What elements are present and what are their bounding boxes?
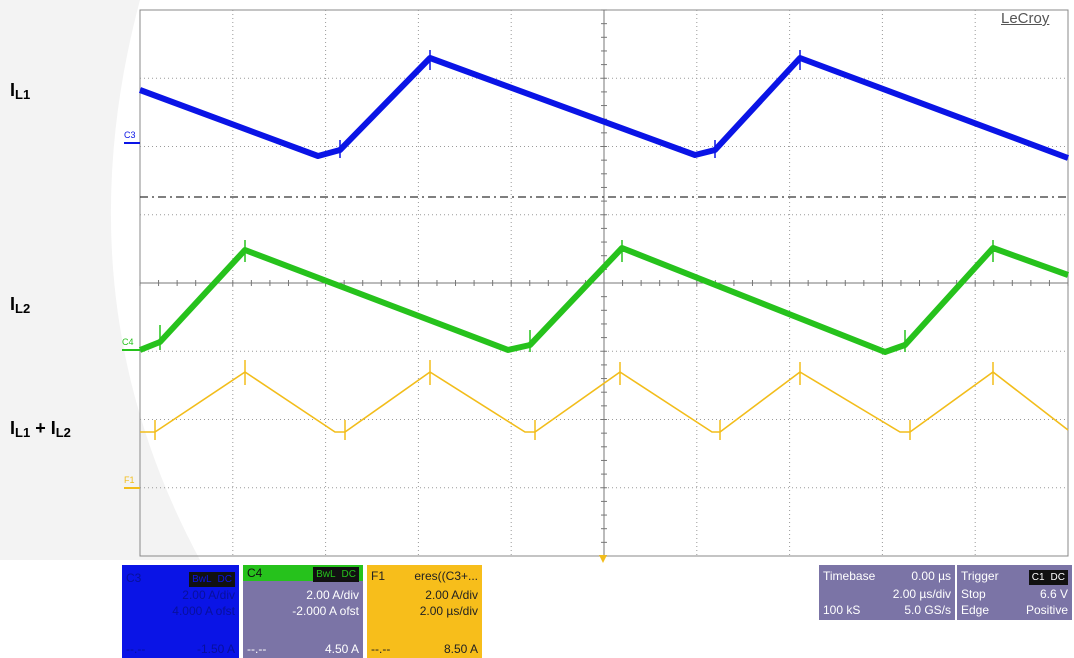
trace-f1 (140, 371, 1069, 433)
c4-name: C4 (247, 566, 263, 580)
math-f1-panel[interactable]: F1 eres((C3+... 2.00 A/div 2.00 µs/div --… (367, 565, 482, 658)
c4-dashes: --.-- (247, 642, 267, 656)
trigger-slope: Positive (1025, 603, 1068, 617)
c3-dc-badge: DC (214, 572, 235, 587)
channel-c4-panel[interactable]: C4 BwL DC 2.00 A/div -2.000 A ofst --.-- 4… (243, 565, 363, 658)
timebase-rate: 5.0 GS/s (904, 603, 951, 617)
c3-name: C3 (126, 571, 142, 585)
lecroy-logo: LeCroy (1001, 10, 1050, 27)
c3-offset: 4.000 A ofst (172, 604, 235, 618)
graticule (139, 9, 1069, 557)
c3-bwl-badge: BwL (189, 572, 215, 587)
trigger-panel[interactable]: Trigger C1 DC Stop 6.6 V Edge Positive (957, 565, 1072, 620)
f1-name: F1 (371, 569, 386, 583)
f1-dashes: --.-- (371, 642, 391, 656)
timebase-samples: 100 kS (823, 603, 861, 617)
trigger-mode: Stop (961, 587, 986, 601)
trigger-level: 6.6 V (1039, 587, 1068, 601)
trigger-position-marker[interactable] (599, 555, 607, 563)
label-il1: IL1 (10, 80, 31, 102)
c4-bwl-badge: BwL (313, 567, 339, 582)
channel-c3-panel[interactable]: C3 BwL DC 2.00 A/div 4.000 A ofst --.-- -1… (122, 565, 239, 658)
c4-value: 4.50 A (324, 642, 359, 656)
f1-value: 8.50 A (443, 642, 478, 656)
trace-c3 (138, 55, 1070, 161)
marker-c3: C3 (124, 130, 136, 140)
f1-expression: eres((C3+... (414, 569, 478, 583)
trigger-c1-badge: C1 (1028, 570, 1048, 585)
c3-value: -1.50 A (196, 642, 235, 656)
marker-c4: C4 (122, 337, 134, 347)
timebase-div: 2.00 µs/div (892, 587, 951, 601)
f1-scale: 2.00 A/div (425, 588, 478, 602)
timebase-label: Timebase (823, 569, 876, 583)
switching-spikes (154, 50, 994, 440)
c4-dc-badge: DC (338, 567, 359, 582)
trace-c4 (138, 245, 1070, 355)
timebase-panel[interactable]: Timebase 0.00 µs 2.00 µs/div 100 kS 5.0 GS… (819, 565, 955, 620)
trigger-dc-badge: DC (1047, 570, 1068, 585)
c3-scale: 2.00 A/div (182, 588, 235, 602)
marker-f1: F1 (124, 475, 135, 485)
trigger-label: Trigger (961, 569, 999, 583)
f1-time: 2.00 µs/div (419, 604, 478, 618)
label-il2: IL2 (10, 294, 31, 316)
trigger-type: Edge (961, 603, 990, 617)
c3-dashes: --.-- (126, 642, 146, 656)
c4-offset: -2.000 A ofst (292, 604, 359, 618)
label-sum: IL1 + IL2 (10, 418, 71, 440)
timebase-delay: 0.00 µs (911, 569, 951, 583)
c4-scale: 2.00 A/div (306, 588, 359, 602)
